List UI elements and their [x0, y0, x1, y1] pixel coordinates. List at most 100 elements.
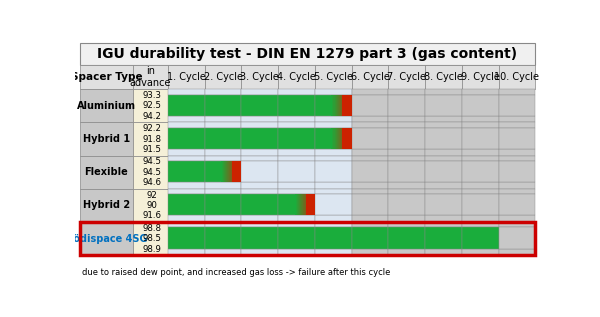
Text: 4. Cycle: 4. Cycle — [277, 72, 316, 82]
Bar — [205, 189, 241, 194]
Bar — [338, 128, 340, 149]
Bar — [205, 89, 241, 94]
Bar — [226, 161, 227, 182]
Bar — [344, 94, 346, 116]
Bar — [388, 161, 425, 182]
Bar — [347, 128, 349, 149]
Bar — [331, 128, 332, 149]
Bar — [298, 194, 299, 216]
Text: 92
90
91.6: 92 90 91.6 — [143, 191, 162, 220]
Bar — [352, 89, 388, 94]
Text: in
advance: in advance — [130, 66, 172, 88]
Bar — [315, 216, 352, 222]
Bar — [350, 128, 352, 149]
Bar — [232, 161, 233, 182]
Bar — [205, 65, 241, 89]
Text: 92.2
91.8
91.5: 92.2 91.8 91.5 — [143, 124, 162, 154]
Bar — [241, 189, 278, 194]
Bar — [222, 161, 223, 182]
Bar — [80, 89, 133, 122]
Bar — [205, 94, 241, 116]
Bar — [388, 249, 425, 255]
Bar — [462, 182, 499, 189]
Bar — [133, 122, 168, 156]
Bar — [352, 222, 388, 227]
Bar — [278, 122, 315, 128]
Bar — [168, 116, 205, 122]
Bar — [315, 227, 352, 249]
Bar — [425, 149, 462, 156]
Text: 93.3
92.5
94.2: 93.3 92.5 94.2 — [143, 91, 162, 121]
Bar — [425, 94, 462, 116]
Text: 7. Cycle: 7. Cycle — [387, 72, 426, 82]
Bar — [352, 65, 388, 89]
Bar — [296, 194, 297, 216]
Bar — [315, 189, 352, 194]
Bar — [388, 216, 425, 222]
Text: 1. Cycle: 1. Cycle — [167, 72, 206, 82]
Bar — [499, 116, 535, 122]
Bar — [278, 161, 315, 182]
Bar — [168, 182, 205, 189]
Bar — [241, 94, 278, 116]
Bar — [346, 94, 347, 116]
Bar — [462, 89, 499, 94]
Bar — [278, 189, 315, 194]
Bar — [499, 89, 535, 94]
Bar — [343, 94, 344, 116]
Bar — [352, 161, 388, 182]
Bar — [425, 182, 462, 189]
Bar — [315, 161, 352, 182]
Bar — [168, 194, 205, 216]
Bar — [297, 194, 298, 216]
Bar — [499, 122, 535, 128]
Bar — [309, 194, 310, 216]
Bar — [337, 94, 338, 116]
Bar — [388, 227, 425, 249]
Bar — [315, 116, 352, 122]
Bar — [462, 156, 499, 161]
Bar — [388, 65, 425, 89]
Bar — [315, 89, 352, 94]
Bar — [332, 94, 334, 116]
Bar — [388, 122, 425, 128]
Bar — [241, 161, 278, 182]
Bar — [499, 222, 535, 227]
Bar — [241, 116, 278, 122]
Bar — [352, 128, 388, 149]
Bar — [241, 249, 278, 255]
Bar — [232, 161, 241, 182]
Bar — [350, 94, 352, 116]
Bar — [241, 194, 278, 216]
Bar — [168, 227, 205, 249]
Bar — [341, 94, 343, 116]
Bar — [335, 94, 337, 116]
Bar — [352, 194, 388, 216]
Bar — [352, 249, 388, 255]
Text: 9. Cycle: 9. Cycle — [461, 72, 500, 82]
Bar — [425, 128, 462, 149]
Bar — [315, 128, 352, 149]
Bar — [388, 94, 425, 116]
Bar — [239, 161, 241, 182]
Bar — [80, 122, 133, 156]
Bar — [462, 194, 499, 216]
Bar — [241, 149, 278, 156]
Bar — [425, 194, 462, 216]
Bar — [306, 194, 307, 216]
Bar — [340, 94, 341, 116]
Bar — [133, 89, 168, 122]
Text: 10. Cycle: 10. Cycle — [494, 72, 539, 82]
Bar — [241, 182, 278, 189]
Bar — [315, 249, 352, 255]
Bar — [278, 116, 315, 122]
Text: Ködispace 4SG: Ködispace 4SG — [65, 234, 147, 244]
Bar — [168, 94, 205, 116]
Bar — [340, 128, 341, 149]
Bar — [168, 89, 205, 94]
Bar — [343, 128, 344, 149]
Bar — [331, 94, 332, 116]
Bar — [334, 128, 335, 149]
Bar — [352, 216, 388, 222]
Bar — [205, 116, 241, 122]
